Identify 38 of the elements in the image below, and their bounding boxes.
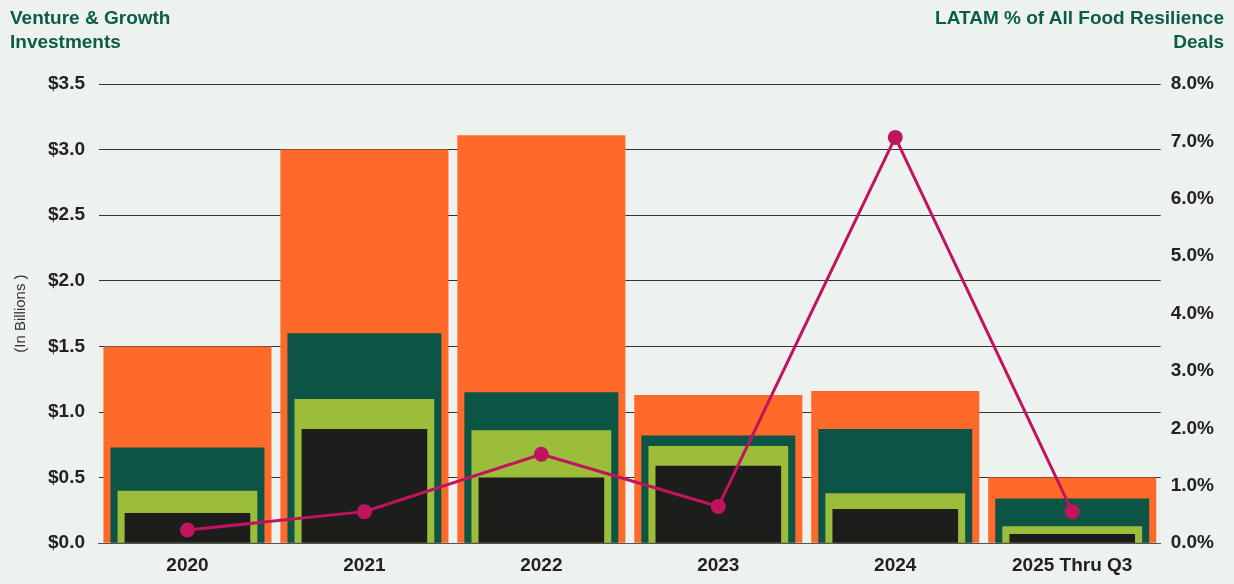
x-tick-label: 2020 [166, 553, 209, 575]
point [887, 129, 903, 145]
point [1064, 504, 1080, 520]
point [710, 498, 726, 514]
y2-tick-label: 3.0% [1170, 359, 1215, 381]
bar [478, 477, 605, 543]
y-tick-label: $3.5 [48, 72, 86, 94]
y-tick-label: $2.0 [48, 269, 85, 291]
y-tick-label: $3.0 [48, 137, 85, 159]
point [179, 522, 195, 538]
y-tick-label: $0.5 [48, 465, 86, 487]
y-tick-label: $1.0 [48, 400, 85, 422]
y-axis-title: (In Billions ) [11, 274, 29, 353]
bar [301, 429, 428, 543]
y2-tick-label: 7.0% [1170, 129, 1215, 151]
y-tick-label: $0.0 [48, 531, 85, 553]
chart-title: Venture & Growth Investments [10, 6, 172, 54]
x-tick-label: 2021 [343, 553, 386, 575]
y2-axis-title: LATAM % of All Food Resilience Deals [934, 6, 1224, 54]
bar [124, 513, 251, 543]
x-tick-label: 2022 [520, 553, 563, 575]
y2-tick-label: 4.0% [1170, 301, 1215, 323]
y2-tick-label: 2.0% [1170, 416, 1215, 438]
y2-tick-label: 0.0% [1170, 531, 1215, 553]
point [533, 446, 549, 462]
y2-tick-label: 8.0% [1170, 72, 1215, 94]
bar [655, 465, 782, 543]
x-tick-label: 2023 [697, 553, 740, 575]
point [356, 504, 372, 520]
x-tick-label: 2025 Thru Q3 [1012, 553, 1133, 575]
bar [1009, 534, 1136, 543]
y2-tick-label: 5.0% [1170, 244, 1215, 266]
x-tick-label: 2024 [874, 553, 917, 575]
bar [832, 509, 959, 543]
y-tick-label: $2.5 [48, 203, 86, 225]
y-tick-label: $1.5 [48, 334, 86, 356]
y2-tick-label: 6.0% [1170, 187, 1215, 209]
y2-tick-label: 1.0% [1170, 474, 1215, 496]
